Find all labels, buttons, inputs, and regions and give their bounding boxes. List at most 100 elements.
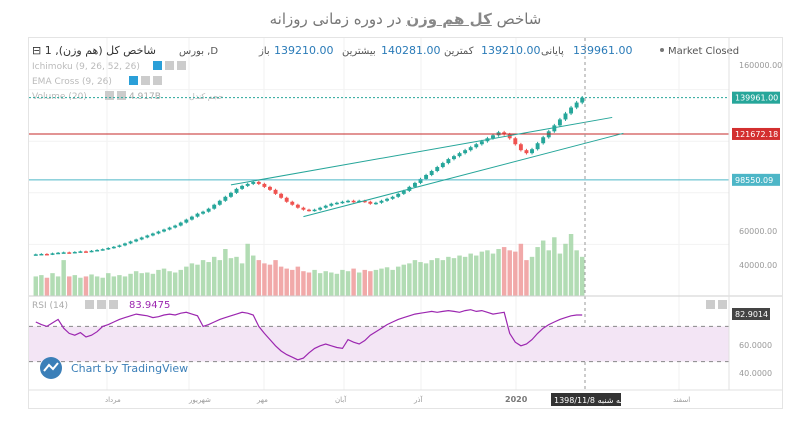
candle-body: [390, 196, 395, 199]
volume-bar: [39, 275, 44, 296]
ichimoku-hide-icon[interactable]: [165, 61, 174, 70]
volume-bar: [563, 243, 568, 296]
candle-body: [329, 203, 334, 206]
volume-bar: [228, 258, 234, 296]
rsi-settings-icon[interactable]: [85, 300, 94, 309]
candle-body: [318, 207, 323, 210]
volume-bar: [351, 268, 356, 296]
trend-line[interactable]: [303, 132, 624, 218]
volume-bar: [518, 243, 524, 296]
volume-bar: [128, 273, 133, 296]
candle-body: [518, 144, 523, 151]
volume-bar: [329, 272, 334, 296]
volume-bar: [529, 256, 535, 296]
volume-bar: [251, 255, 256, 296]
volume-bar: [295, 266, 301, 296]
candle-body: [61, 252, 66, 254]
volume-bar: [384, 267, 390, 296]
volume-hide-icon[interactable]: [117, 91, 126, 100]
rsi-close-icon[interactable]: [718, 300, 727, 309]
resistance-tag-text: 121672.18: [735, 130, 778, 139]
chart-frame[interactable]: ⊟ شاخص کل (هم وزن), 1 بورس ,D 139210.00 …: [28, 37, 783, 409]
candle-body: [228, 192, 233, 197]
volume-bar: [78, 277, 83, 296]
volume-bar: [33, 276, 39, 296]
chart-svg[interactable]: ⊟ شاخص کل (هم وزن), 1 بورس ,D 139210.00 …: [29, 38, 782, 408]
rsi-line: [35, 309, 583, 361]
trend-line[interactable]: [230, 116, 613, 186]
candle-body: [563, 113, 568, 120]
rsi-hide-icon[interactable]: [97, 300, 106, 309]
tradingview-watermark[interactable]: Chart by TradingView: [40, 357, 188, 379]
time-label-6: اسفند: [673, 396, 690, 404]
candle-body: [412, 182, 417, 187]
volume-bar: [390, 269, 395, 296]
candle-body: [156, 231, 161, 234]
candle-body: [39, 253, 44, 256]
candle-body: [312, 209, 317, 212]
collapse-icon[interactable]: ⊟: [32, 44, 45, 57]
volume-bar: [446, 256, 451, 296]
ema-settings-icon[interactable]: [129, 76, 138, 85]
volume-bar: [223, 249, 228, 296]
trend-lines[interactable]: [230, 116, 624, 218]
candle-body: [56, 252, 61, 255]
rsi-remove-icon[interactable]: [109, 300, 118, 309]
candle-body: [351, 200, 356, 203]
candle-body: [145, 235, 150, 238]
volume-bar: [256, 260, 262, 296]
volume-bar: [557, 253, 563, 296]
candle-body: [301, 207, 306, 210]
candle-body: [429, 171, 434, 175]
volume-bar: [546, 250, 551, 296]
volume-bar: [485, 250, 490, 296]
market-status: Market Closed: [668, 46, 739, 57]
rsi-maximize-icon[interactable]: [706, 300, 715, 309]
page-title: شاخص کل هم وزن در دوره زمانی روزانه: [0, 10, 811, 28]
time-label-5: 2020: [505, 395, 528, 404]
candle-body: [491, 135, 495, 139]
ema-cross-legend[interactable]: EMA Cross (9, 26): [32, 77, 112, 87]
candle-body: [139, 237, 144, 240]
ichimoku-legend[interactable]: Ichimoku (9, 26, 52, 26): [32, 62, 140, 72]
volume-bar: [156, 269, 161, 296]
volume-bar: [50, 273, 55, 296]
volume-settings-icon[interactable]: [105, 91, 114, 100]
ema-remove-icon[interactable]: [153, 76, 162, 85]
volume-bar: [507, 250, 512, 296]
time-label-0: مرداد: [105, 396, 121, 404]
candle-body: [385, 198, 390, 201]
volume-bar: [435, 258, 440, 296]
volume-legend[interactable]: Volume (20): [32, 92, 87, 102]
volume-bar: [513, 251, 518, 296]
open-label: باز: [258, 46, 270, 57]
candle-body: [78, 251, 83, 253]
high-label: بیشترین: [342, 46, 376, 57]
ichimoku-remove-icon[interactable]: [177, 61, 186, 70]
volume-bar: [496, 249, 501, 296]
volume-bar: [306, 272, 312, 296]
ema-hide-icon[interactable]: [141, 76, 150, 85]
volume-bar: [139, 273, 144, 296]
candle-body: [357, 200, 362, 203]
candle-body: [178, 222, 183, 226]
time-label-4: آذر: [413, 395, 423, 404]
volume-label: حجم کندل: [189, 92, 223, 101]
candle-body: [541, 137, 546, 144]
candle-body: [457, 153, 462, 157]
candle-body: [284, 197, 289, 202]
symbol-name[interactable]: ⊟ شاخص کل (هم وزن), 1: [32, 44, 156, 57]
volume-bar: [178, 269, 183, 296]
candle-body: [524, 150, 529, 154]
rsi-legend[interactable]: RSI (14): [32, 301, 68, 311]
volume-bar: [440, 260, 446, 296]
volume-bar: [462, 256, 468, 296]
candle-body: [262, 183, 267, 187]
volume-bar: [145, 272, 150, 296]
volume-bar: [312, 269, 317, 296]
volume-bar: [122, 276, 128, 296]
volume-bar: [284, 268, 289, 296]
ichimoku-settings-icon[interactable]: [153, 61, 162, 70]
time-label-2: مهر: [256, 396, 268, 404]
candle-body: [217, 200, 222, 205]
